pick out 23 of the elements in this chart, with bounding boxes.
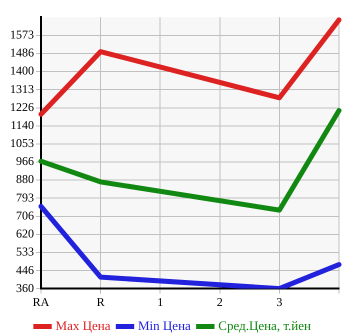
x-tick-label: 1: [157, 294, 164, 309]
y-tick-label: 880: [16, 172, 34, 186]
y-tick-label: 1573: [10, 28, 34, 42]
y-tick-label: 1313: [10, 82, 34, 96]
y-tick-label: 1226: [10, 100, 34, 114]
y-tick-label: 1400: [10, 64, 34, 78]
y-tick-label: 966: [16, 154, 34, 168]
y-tick-label: 360: [16, 280, 34, 295]
y-tick-label: 1486: [10, 46, 34, 60]
legend-label: Max Цена: [56, 318, 111, 333]
x-tick-label: R: [96, 294, 105, 309]
legend-label: Сред.Цена, т.йен: [218, 318, 312, 333]
y-tick-label: 446: [16, 262, 34, 277]
y-tick-label: 706: [16, 208, 34, 223]
x-tick-label: RA: [32, 294, 50, 309]
legend-label: Min Цена: [138, 318, 192, 333]
y-tick-label: 1053: [10, 136, 34, 150]
x-tick-label: 2: [216, 294, 223, 309]
y-tick-label: 1140: [10, 118, 34, 132]
y-tick-label: 620: [16, 226, 34, 240]
x-tick-label: 3: [276, 294, 282, 309]
y-tick-label: 793: [16, 190, 34, 204]
y-tick-label: 533: [16, 244, 34, 259]
